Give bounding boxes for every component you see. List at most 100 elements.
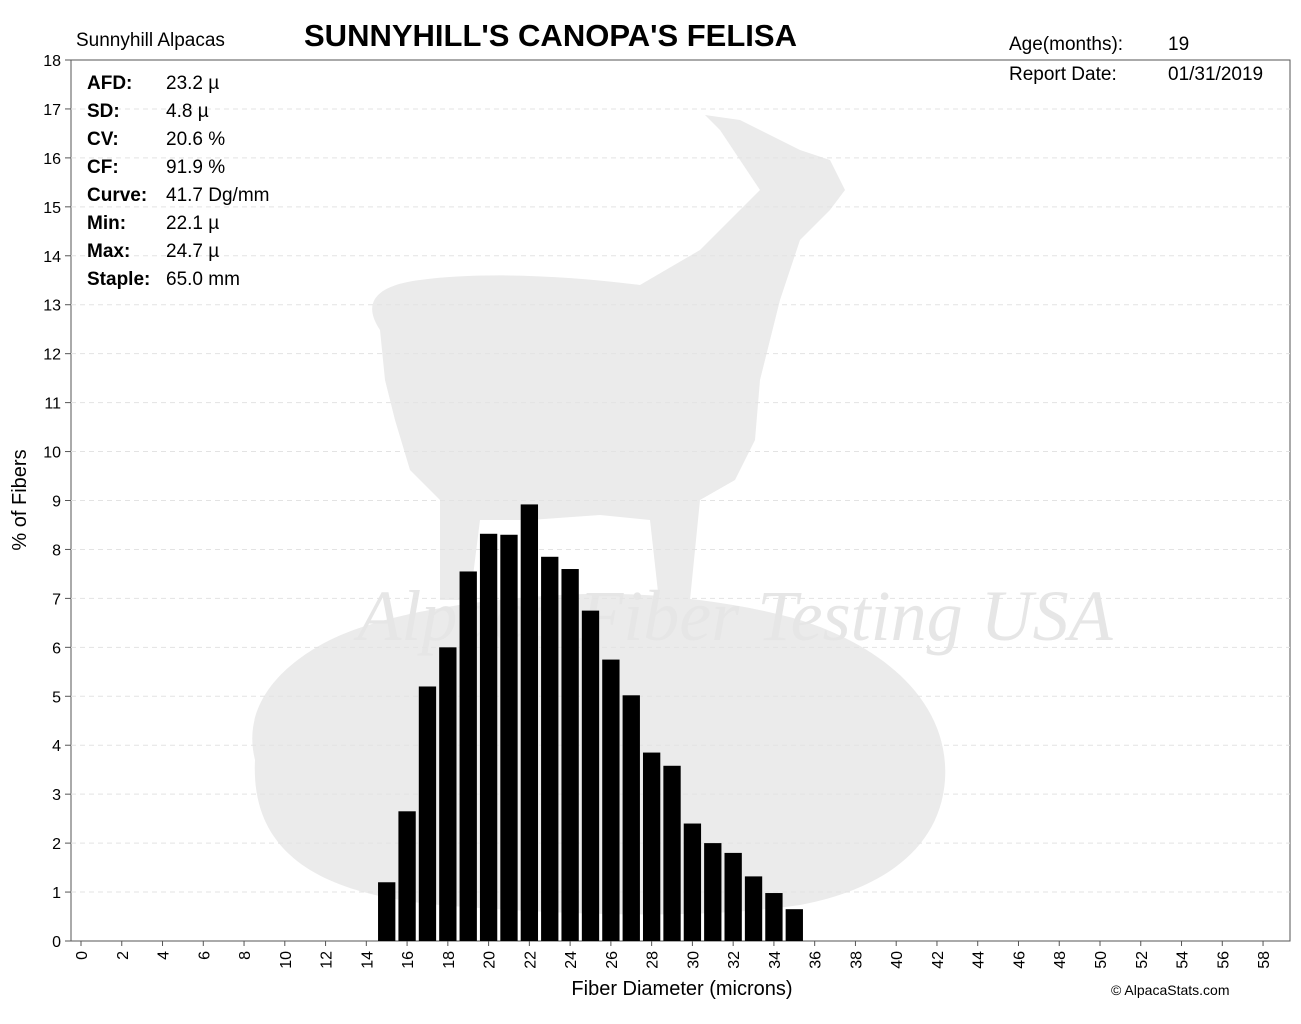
bar [418,686,437,941]
stat-label: Staple: [87,269,151,290]
stat-value: 22.1 µ [166,213,220,234]
stat-row-cf: CF: 91.9 % [87,154,269,182]
stat-label: CV: [87,129,119,150]
y-tick-label: 16 [43,151,61,168]
bar [439,647,457,941]
bar [398,811,416,941]
stat-value: 23.2 µ [166,73,220,94]
stat-label: Max: [87,241,131,262]
bar [500,534,518,941]
stat-row-staple: Staple: 65.0 mm [87,266,269,294]
x-tick-label: 48 [1052,951,1069,969]
y-tick-label: 8 [52,542,61,559]
report-date-value: 01/31/2019 [1168,64,1264,85]
bar [459,571,477,941]
x-axis-label: Fiber Diameter (microns) [571,978,792,1000]
stat-value: 91.9 % [166,157,226,178]
x-tick-label: 2 [115,951,132,960]
x-axis-ticks: 0 2 4 6 8 10 12 14 16 18 20 22 24 26 28 30 32 34 36 38 40 42 4… [74,941,1273,969]
x-tick-label: 8 [237,951,254,960]
bar [642,752,661,941]
x-tick-label: 56 [1215,951,1232,969]
bar [724,852,742,941]
farm-name: Sunnyhill Alpacas [76,30,225,51]
bar [765,893,783,941]
age-value: 19 [1168,34,1190,55]
bar [704,843,722,941]
x-tick-label: 4 [156,951,173,960]
bar [622,695,640,941]
x-tick-label: 30 [685,951,702,969]
stat-value: 41.7 Dg/mm [166,185,270,206]
y-tick-label: 4 [52,738,61,755]
bar-series [378,504,803,941]
y-tick-label: 2 [52,836,61,853]
x-tick-label: 14 [359,951,376,969]
copyright-credit: © AlpacaStats.com [1111,982,1230,998]
x-tick-label: 44 [971,951,988,969]
x-tick-label: 16 [400,951,417,969]
stat-row-curve: Curve: 41.7 Dg/mm [87,182,269,210]
x-tick-label: 24 [563,951,580,969]
stat-label: Min: [87,213,127,234]
x-tick-label: 32 [726,951,743,969]
stat-label: CF: [87,157,119,178]
stat-row-max: Max: 24.7 µ [87,238,269,266]
bar [602,659,620,941]
stat-value: 4.8 µ [166,101,209,122]
y-tick-label: 10 [43,445,61,462]
y-tick-label: 11 [44,396,61,413]
x-tick-label: 22 [522,951,539,969]
x-tick-label: 36 [808,951,825,969]
y-tick-label: 12 [43,347,61,364]
bar [683,823,702,941]
y-axis-label: % of Fibers [9,449,31,550]
x-tick-label: 10 [278,951,295,969]
stat-row-sd: SD: 4.8 µ [87,98,269,126]
y-tick-label: 18 [43,53,61,70]
x-tick-label: 12 [319,951,336,969]
age-label: Age(months): [1009,34,1124,55]
y-tick-label: 5 [52,689,61,706]
page-title: SUNNYHILL'S CANOPA'S FELISA [304,18,797,53]
x-tick-label: 58 [1256,951,1273,969]
x-tick-label: 40 [889,951,906,969]
bar [785,909,803,941]
fiber-stats-panel: AFD: 23.2 µ SD: 4.8 µ CV: 20.6 % CF: 91.9 % … [87,70,269,294]
x-tick-label: 38 [848,951,865,969]
stat-value: 20.6 % [166,129,226,150]
stat-value: 65.0 mm [166,269,240,290]
stat-row-min: Min: 22.1 µ [87,210,269,238]
x-tick-label: 42 [930,951,947,969]
bar [479,533,498,941]
stat-value: 24.7 µ [166,241,220,262]
x-tick-label: 34 [767,951,784,969]
x-tick-label: 0 [74,951,91,960]
bar [541,556,559,941]
x-tick-label: 54 [1175,951,1192,969]
y-tick-label: 14 [43,249,61,266]
stat-row-cv: CV: 20.6 % [87,126,269,154]
stat-label: Curve: [87,185,148,206]
y-tick-label: 13 [43,298,61,315]
y-tick-label: 3 [52,787,61,804]
x-tick-label: 18 [441,951,458,969]
x-tick-label: 26 [604,951,621,969]
stat-label: SD: [87,101,120,122]
y-tick-label: 9 [52,494,61,511]
bar [561,569,579,941]
x-tick-label: 28 [645,951,662,969]
x-tick-label: 20 [482,951,499,969]
y-tick-label: 6 [52,640,61,657]
x-tick-label: 52 [1134,951,1151,969]
stat-row-afd: AFD: 23.2 µ [87,70,269,98]
y-tick-label: 17 [43,102,61,119]
y-tick-label: 15 [43,200,61,217]
bar [378,882,396,941]
x-tick-label: 46 [1011,951,1028,969]
x-tick-label: 6 [196,951,213,960]
stat-label: AFD: [87,73,133,94]
y-tick-label: 0 [52,934,61,951]
bar [744,876,763,941]
